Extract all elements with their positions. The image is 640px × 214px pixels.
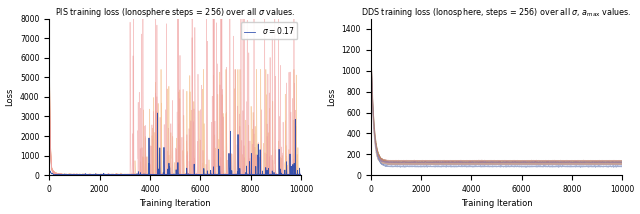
$\sigma = 0.17$ bbox=[154, 112, 161, 114]
$\sigma = 0.17$ bbox=[51, 174, 58, 177]
Line: $\sigma = 0.17$: $\sigma = 0.17$ bbox=[49, 113, 301, 175]
Y-axis label: Loss: Loss bbox=[6, 88, 15, 106]
Title: PIS training loss (Ionosphere steps = 256) over all $\sigma$ values.: PIS training loss (Ionosphere steps = 25… bbox=[55, 6, 296, 19]
$\sigma = 0.17$ bbox=[45, 168, 53, 171]
$\sigma = 0.17$ bbox=[61, 174, 68, 176]
$\sigma = 0.17$ bbox=[56, 173, 63, 176]
Y-axis label: Loss: Loss bbox=[327, 88, 336, 106]
X-axis label: Training Iteration: Training Iteration bbox=[140, 199, 211, 208]
Legend: $\sigma = 0.17$: $\sigma = 0.17$ bbox=[241, 22, 297, 40]
$\sigma = 0.17$ bbox=[168, 174, 176, 176]
$\sigma = 0.17$ bbox=[47, 171, 54, 174]
$\sigma = 0.17$ bbox=[95, 174, 102, 177]
Title: DDS training loss (Ionosphere, steps = 256) over all $\sigma$, $a_{\mathrm{max}}: DDS training loss (Ionosphere, steps = 2… bbox=[361, 6, 632, 19]
$\sigma = 0.17$ bbox=[297, 174, 305, 176]
X-axis label: Training Iteration: Training Iteration bbox=[461, 199, 532, 208]
$\sigma = 0.17$ bbox=[284, 173, 292, 176]
